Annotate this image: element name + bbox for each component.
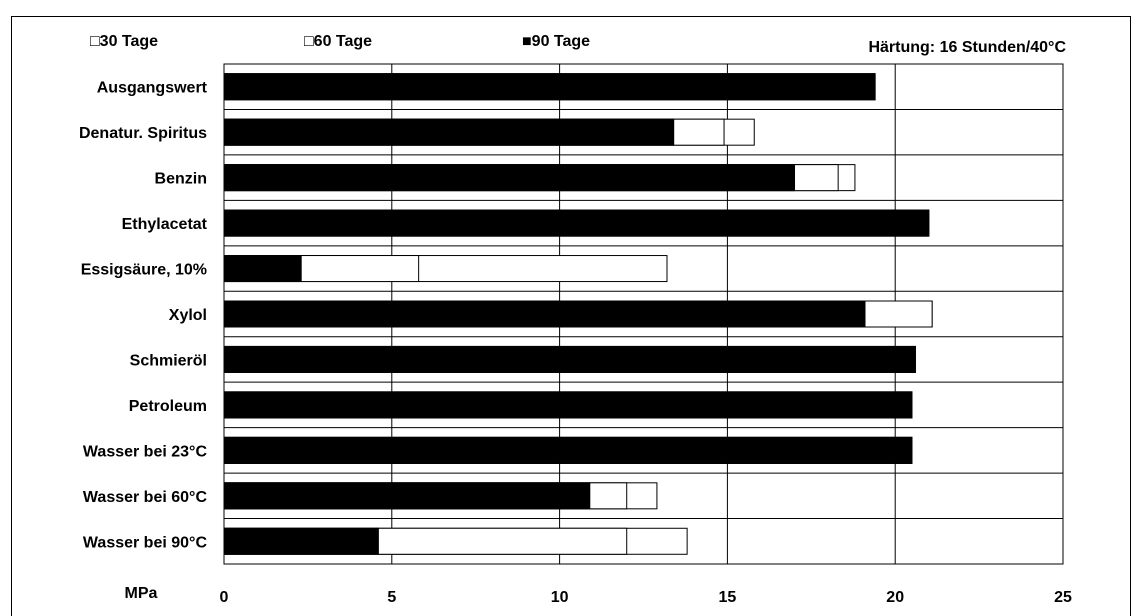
legend-label: 90 Tage xyxy=(532,33,591,50)
category-label: Benzin xyxy=(155,171,207,188)
bar-90-tage xyxy=(224,437,912,463)
bar-90-tage xyxy=(224,74,875,100)
x-axis-label: MPa xyxy=(125,585,158,602)
bar-90-tage xyxy=(224,119,674,145)
bar-90-tage xyxy=(224,528,378,554)
category-label: Essigsäure, 10% xyxy=(81,262,207,279)
category-label: Wasser bei 60°C xyxy=(83,489,208,506)
category-label: Ethylacetat xyxy=(122,216,208,233)
x-tick-label: 25 xyxy=(1054,589,1072,606)
category-label: Ausgangswert xyxy=(97,80,208,97)
legend-label: 60 Tage xyxy=(314,33,373,50)
x-tick-label: 15 xyxy=(719,589,737,606)
bar-90-tage xyxy=(224,483,590,509)
legend-marker: □ xyxy=(304,33,314,50)
category-label: Wasser bei 90°C xyxy=(83,534,208,551)
bar-90-tage xyxy=(224,165,795,191)
category-label: Denatur. Spiritus xyxy=(79,125,207,142)
category-label: Petroleum xyxy=(129,398,207,415)
legend-label: 30 Tage xyxy=(100,33,159,50)
legend-entry: ■90 Tage xyxy=(522,33,590,50)
x-tick-label: 10 xyxy=(551,589,569,606)
category-label: Schmieröl xyxy=(130,352,207,369)
bar-90-tage xyxy=(224,392,912,418)
bar-90-tage xyxy=(224,256,301,282)
bar-90-tage xyxy=(224,210,929,236)
legend-entry: □30 Tage xyxy=(90,33,158,50)
category-label: Xylol xyxy=(169,307,207,324)
legend-marker: □ xyxy=(90,33,100,50)
x-tick-label: 20 xyxy=(886,589,904,606)
legend-marker: ■ xyxy=(522,33,532,50)
x-tick-label: 5 xyxy=(387,589,396,606)
x-tick-label: 0 xyxy=(220,589,229,606)
legend-entry: □60 Tage xyxy=(304,33,372,50)
bar-90-tage xyxy=(224,301,865,327)
chart-subtitle: Härtung: 16 Stunden/40°C xyxy=(868,39,1066,56)
bar-90-tage xyxy=(224,346,915,372)
category-label: Wasser bei 23°C xyxy=(83,443,208,460)
